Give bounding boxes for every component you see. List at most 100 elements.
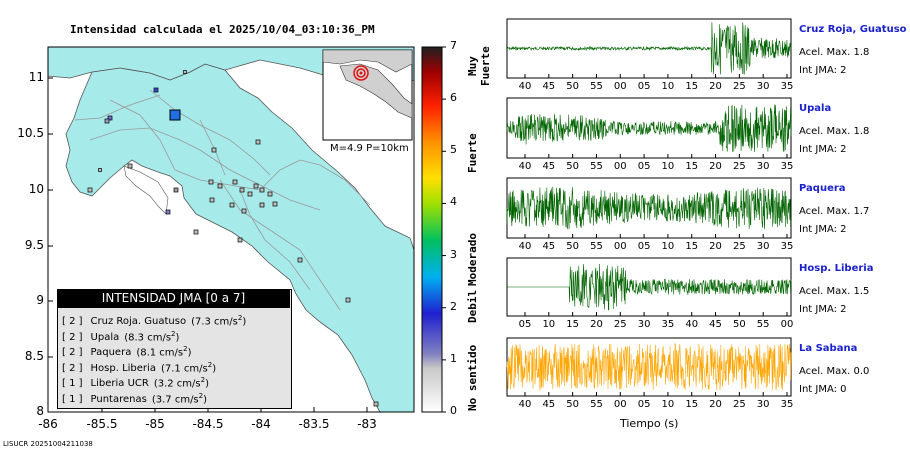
trace-time-tick: 10 bbox=[542, 319, 556, 330]
legend-pga-value: (3.2 cm/s bbox=[153, 378, 201, 390]
station-marker bbox=[153, 87, 159, 93]
legend-row: [ 2 ] Upala (8.3 cm/s2) bbox=[62, 330, 179, 343]
trace-time-tick: 30 bbox=[637, 319, 651, 330]
station-marker bbox=[297, 257, 303, 263]
trace-time-tick: 40 bbox=[518, 161, 532, 172]
legend-pga-value: (8.3 cm/s bbox=[124, 331, 172, 343]
station-marker bbox=[272, 201, 278, 207]
trace-time-tick: 05 bbox=[637, 81, 651, 92]
station-marker-guatuso bbox=[169, 109, 181, 121]
trace-time-tick: 50 bbox=[566, 241, 579, 252]
trace-time-tick: 05 bbox=[518, 319, 532, 330]
station-max-accel: Acel. Max. 1.5 bbox=[799, 286, 870, 297]
trace-time-tick: 30 bbox=[756, 241, 770, 252]
legend-int: [ 1 ] bbox=[62, 393, 83, 405]
seismogram-trace bbox=[506, 343, 792, 391]
station-marker bbox=[247, 191, 253, 197]
station-marker bbox=[259, 202, 265, 208]
map-y-tick: 10.5 bbox=[17, 126, 44, 140]
station-jma-intensity: Int JMA: 2 bbox=[799, 304, 847, 315]
station-name: Hosp. Liberia bbox=[799, 263, 874, 274]
station-marker bbox=[373, 401, 379, 407]
trace-time-tick: 25 bbox=[732, 399, 746, 410]
station-jma-intensity: Int JMA: 0 bbox=[799, 384, 847, 395]
station-marker bbox=[217, 183, 223, 189]
legend-unit-exponent: 2 bbox=[207, 360, 213, 369]
legend-unit-exponent: 2 bbox=[200, 376, 206, 384]
map-x-tick: -83 bbox=[357, 417, 377, 431]
intensity-colorbar bbox=[421, 46, 443, 413]
trace-time-tick: 20 bbox=[709, 399, 722, 410]
trace-time-tick: 20 bbox=[709, 81, 722, 92]
intensity-legend bbox=[57, 289, 292, 409]
colorbar-tick: 7 bbox=[450, 39, 457, 52]
map-x-tick: -84 bbox=[251, 417, 271, 431]
seismogram-trace bbox=[506, 22, 792, 75]
traces-xlabel: Tiempo (s) bbox=[620, 417, 679, 430]
station-marker bbox=[241, 208, 247, 214]
station-marker bbox=[229, 202, 235, 208]
seismogram-trace bbox=[506, 186, 792, 230]
trace-time-tick: 35 bbox=[780, 399, 794, 410]
legend-close-paren: ) bbox=[187, 347, 192, 359]
trace-time-tick: 20 bbox=[709, 161, 722, 172]
legend-station-name: Cruz Roja. Guatuso bbox=[90, 316, 187, 328]
trace-time-tick: 00 bbox=[613, 81, 627, 92]
map-y-tick: 8.5 bbox=[24, 349, 44, 363]
legend-row: [ 2 ] Paquera (8.1 cm/s2) bbox=[62, 345, 192, 358]
station-name: Upala bbox=[799, 103, 832, 114]
colorbar-tick: 2 bbox=[450, 299, 457, 313]
trace-time-tick: 35 bbox=[780, 81, 794, 92]
trace-time-tick: 55 bbox=[756, 319, 770, 330]
trace-time-tick: 25 bbox=[732, 81, 746, 92]
colorbar-tick: 6 bbox=[450, 91, 457, 105]
trace-time-tick: 45 bbox=[542, 241, 556, 252]
map-title: Intensidad calculada el 2025/10/04_03:10… bbox=[70, 23, 375, 36]
trace-time-tick: 35 bbox=[780, 161, 794, 172]
trace-time-tick: 25 bbox=[613, 319, 627, 330]
legend-unit-exponent: 2 bbox=[237, 314, 243, 322]
station-marker bbox=[98, 168, 102, 172]
legend-pga-value: (8.1 cm/s bbox=[136, 347, 184, 359]
station-max-accel: Acel. Max. 1.7 bbox=[799, 206, 870, 217]
legend-close-paren: ) bbox=[175, 331, 180, 343]
costa-rica-land bbox=[65, 63, 415, 413]
trace-time-tick: 50 bbox=[566, 81, 579, 92]
map-y-tick: 10 bbox=[28, 182, 44, 196]
legend-close-paren: ) bbox=[212, 362, 217, 374]
trace-time-tick: 35 bbox=[661, 319, 675, 330]
station-marker bbox=[127, 163, 133, 169]
trace-time-tick: 25 bbox=[732, 161, 746, 172]
station-marker bbox=[87, 187, 93, 193]
legend-title: INTENSIDAD JMA [0 a 7] bbox=[57, 289, 290, 308]
legend-station-name: Liberia UCR bbox=[90, 378, 149, 390]
trace-time-tick: 30 bbox=[756, 81, 770, 92]
legend-int: [ 2 ] bbox=[62, 331, 83, 343]
map-y-tick: 9.5 bbox=[24, 238, 44, 252]
legend-pga-value: (7.1 cm/s bbox=[160, 362, 208, 374]
legend-unit-exponent: 2 bbox=[198, 391, 204, 400]
seismogram-trace bbox=[507, 263, 792, 311]
trace-time-tick: 00 bbox=[613, 161, 627, 172]
colorbar-tick: 0 bbox=[450, 404, 457, 417]
trace-time-tick: 55 bbox=[590, 81, 603, 92]
trace-time-tick: 40 bbox=[518, 241, 532, 252]
trace-time-tick: 30 bbox=[756, 161, 770, 172]
station-name: Paquera bbox=[799, 183, 846, 194]
legend-pga-value: (7.3 cm/s bbox=[191, 316, 238, 328]
legend-pga-value: (3.7 cm/s bbox=[151, 393, 199, 405]
legend-row: [ 1 ] Puntarenas (3.7 cm/s2) bbox=[62, 392, 207, 405]
trace-time-tick: 05 bbox=[637, 399, 651, 410]
trace-time-tick: 55 bbox=[590, 241, 603, 252]
map-x-tick: -85 bbox=[145, 417, 165, 431]
trace-time-tick: 15 bbox=[685, 161, 699, 172]
trace-time-tick: 10 bbox=[661, 399, 675, 410]
legend-close-paren: ) bbox=[203, 393, 208, 405]
station-marker bbox=[104, 118, 110, 124]
trace-time-tick: 40 bbox=[518, 399, 532, 410]
trace-time-tick: 00 bbox=[613, 399, 627, 410]
trace-time-tick: 20 bbox=[709, 241, 722, 252]
station-marker bbox=[183, 70, 187, 74]
trace-frame bbox=[506, 337, 792, 397]
station-marker bbox=[107, 115, 113, 121]
